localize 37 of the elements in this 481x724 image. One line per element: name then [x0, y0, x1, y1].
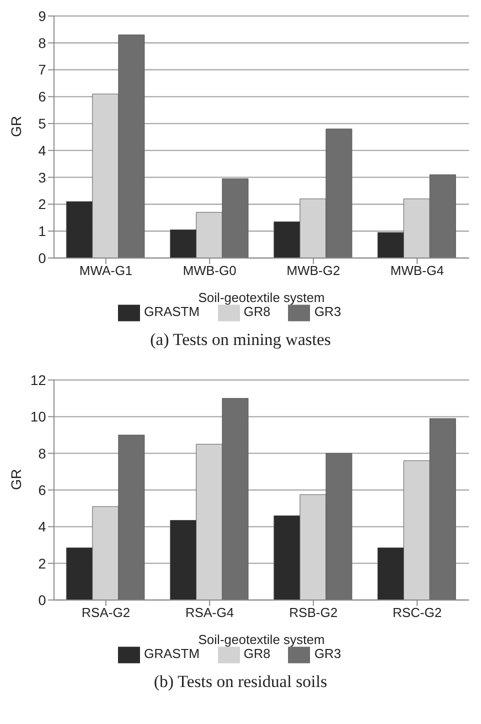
x-axis-title: Soil-geotextile system — [198, 632, 325, 647]
legend-label: GR3 — [314, 304, 342, 320]
x-tick-label: MWB-G0 — [182, 263, 236, 278]
x-tick-label: MWB-G2 — [286, 263, 340, 278]
x-tick-label: MWB-G4 — [390, 263, 444, 278]
legend-label: GRASTM — [144, 646, 200, 662]
x-tick-label: MWA-G1 — [79, 263, 132, 278]
y-tick-label: 2 — [38, 196, 46, 212]
y-axis-title: GR — [8, 469, 24, 490]
legend-label: GRASTM — [144, 304, 200, 320]
y-tick-label: 5 — [38, 116, 46, 132]
y-tick-label: 7 — [38, 62, 46, 78]
y-tick-label: 6 — [38, 482, 46, 498]
legend-label: GR8 — [244, 646, 270, 662]
y-tick-label: 9 — [38, 8, 46, 24]
legend-label: GR3 — [314, 646, 342, 662]
legend-label: GR8 — [244, 304, 270, 320]
y-tick-label: 8 — [38, 445, 46, 462]
x-tick-label: RSB-G2 — [289, 605, 338, 620]
y-tick-label: 4 — [38, 518, 46, 535]
y-tick-label: 0 — [38, 592, 46, 608]
y-tick-label: 3 — [38, 169, 46, 186]
y-tick-label: 10 — [30, 408, 46, 425]
y-axis-title: GR — [8, 116, 24, 137]
y-tick-label: 0 — [38, 250, 46, 266]
y-tick-label: 4 — [38, 142, 46, 158]
text: (b) Tests on residual soils — [152, 672, 328, 692]
y-tick-label: 12 — [30, 372, 46, 388]
text: (a) Tests on mining wastes — [149, 330, 332, 350]
x-tick-label: RSA-G4 — [185, 605, 234, 620]
x-tick-label: RSC-G2 — [392, 605, 442, 620]
y-tick-label: 6 — [38, 88, 46, 105]
y-tick-label: 8 — [38, 34, 46, 51]
x-axis-title: Soil-geotextile system — [198, 290, 325, 305]
y-tick-label: 1 — [38, 223, 46, 240]
x-tick-label: RSA-G2 — [82, 605, 130, 620]
y-tick-label: 2 — [38, 555, 46, 572]
